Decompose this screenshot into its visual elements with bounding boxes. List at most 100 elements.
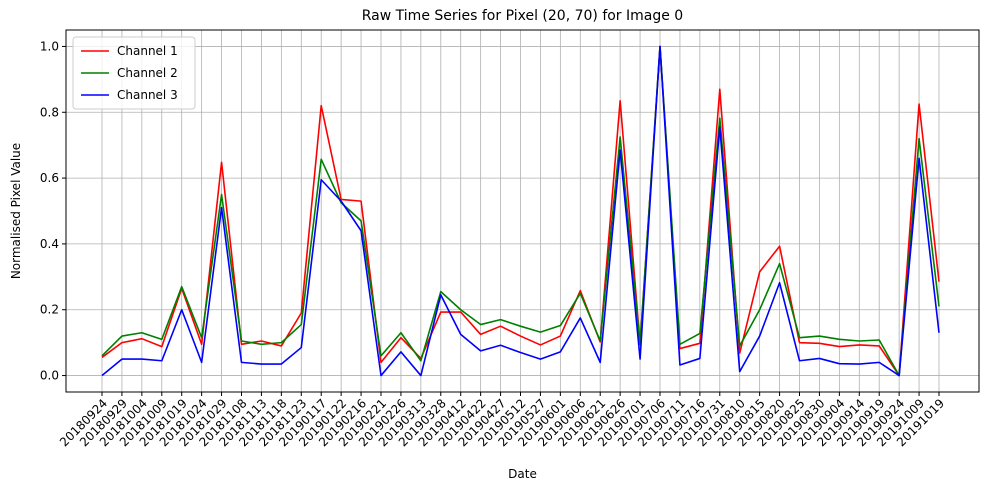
legend-label-channel-3: Channel 3 [117, 88, 178, 102]
chart-title: Raw Time Series for Pixel (20, 70) for I… [362, 8, 683, 24]
series-2 [100, 45, 941, 377]
data-point [120, 334, 124, 338]
series-line-channel-1 [101, 45, 940, 377]
data-point [778, 281, 782, 285]
data-point [339, 199, 343, 203]
data-point [419, 374, 423, 378]
data-point [798, 341, 802, 345]
data-point [598, 360, 602, 364]
data-point [479, 349, 483, 353]
data-point [120, 341, 124, 345]
data-point [897, 374, 901, 378]
data-point [479, 332, 483, 336]
data-point [837, 345, 841, 349]
data-point [538, 343, 542, 347]
legend-label-channel-1: Channel 1 [117, 44, 178, 58]
data-point [618, 135, 622, 139]
data-point [499, 343, 503, 347]
series-3 [100, 45, 941, 378]
data-point [160, 337, 164, 341]
data-point [798, 336, 802, 340]
data-point [259, 362, 263, 366]
data-point [937, 280, 941, 284]
data-point [718, 125, 722, 129]
data-point [279, 362, 283, 366]
y-axis-ticks: 0.0 0.2 0.4 0.6 0.8 1.0 [40, 39, 66, 383]
data-point [319, 157, 323, 161]
data-point [399, 336, 403, 340]
data-point [758, 308, 762, 312]
data-point [499, 318, 503, 322]
data-point [578, 291, 582, 295]
data-point [379, 374, 383, 378]
series-lines [100, 45, 941, 378]
data-point [140, 357, 144, 361]
data-point [877, 360, 881, 364]
legend: Channel 1 Channel 2 Channel 3 [72, 36, 196, 110]
y-tick-label: 0.0 [40, 369, 59, 383]
data-point [220, 193, 224, 197]
data-point [359, 199, 363, 203]
data-point [558, 350, 562, 354]
data-point [439, 293, 443, 297]
data-point [937, 331, 941, 335]
data-point [917, 156, 921, 160]
data-point [459, 332, 463, 336]
data-point [937, 304, 941, 308]
data-point [419, 359, 423, 363]
data-point [180, 308, 184, 312]
data-point [857, 362, 861, 366]
y-tick-label: 1.0 [40, 39, 59, 53]
y-tick-label: 0.8 [40, 105, 59, 119]
data-point [917, 102, 921, 106]
data-point [718, 116, 722, 120]
data-point [857, 339, 861, 343]
data-point [240, 360, 244, 364]
data-point [140, 331, 144, 335]
data-point [259, 342, 263, 346]
data-point [758, 334, 762, 338]
legend-box [72, 36, 196, 110]
data-point [758, 270, 762, 274]
data-point [359, 229, 363, 233]
data-point [140, 337, 144, 341]
data-point [698, 356, 702, 360]
series-1 [101, 45, 941, 377]
data-point [100, 354, 104, 358]
data-point [180, 285, 184, 289]
y-tick-label: 0.2 [40, 303, 59, 317]
data-point [618, 99, 622, 103]
data-point [479, 323, 483, 327]
data-point [459, 308, 463, 312]
legend-label-channel-2: Channel 2 [117, 66, 178, 80]
data-point [160, 359, 164, 363]
data-point [100, 374, 104, 378]
data-point [240, 339, 244, 343]
plot-frame [65, 29, 980, 393]
data-point [439, 310, 443, 314]
data-point [817, 356, 821, 360]
data-point [917, 137, 921, 141]
data-point [837, 362, 841, 366]
data-point [578, 316, 582, 320]
data-point [817, 334, 821, 338]
data-point [319, 104, 323, 108]
x-axis-label: Date [508, 467, 537, 481]
data-point [877, 338, 881, 342]
data-point [220, 206, 224, 210]
data-point [778, 262, 782, 266]
x-axis-ticks: 2018092420180929201810042018100920181019… [57, 392, 947, 449]
data-point [399, 331, 403, 335]
data-point [220, 160, 224, 164]
series-line-channel-2 [101, 45, 940, 377]
data-point [120, 357, 124, 361]
data-point [499, 324, 503, 328]
data-point [538, 330, 542, 334]
data-point [299, 323, 303, 327]
data-point [379, 354, 383, 358]
data-point [538, 357, 542, 361]
data-point [718, 87, 722, 91]
data-point [837, 337, 841, 341]
y-tick-label: 0.4 [40, 237, 59, 251]
